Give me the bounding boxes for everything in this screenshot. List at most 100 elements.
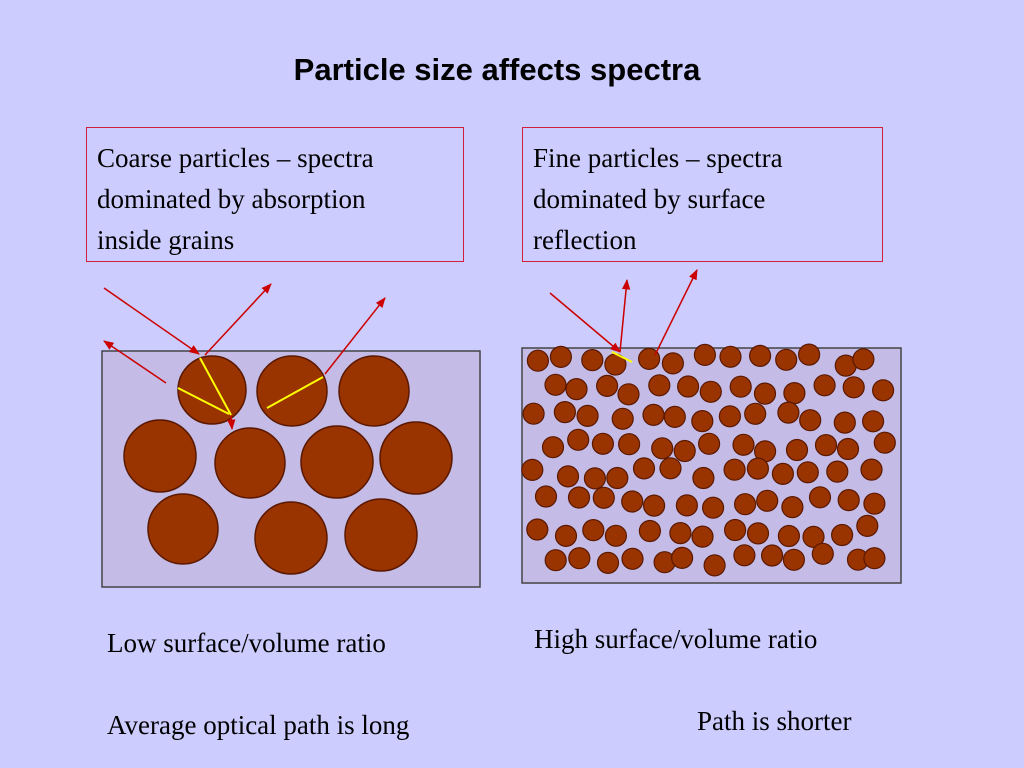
particle	[604, 524, 628, 547]
particle	[797, 343, 821, 366]
particle	[637, 347, 661, 370]
particle	[617, 383, 640, 406]
particle	[860, 458, 883, 481]
particle	[701, 496, 725, 519]
particle	[556, 465, 580, 488]
particle	[651, 437, 674, 460]
particle	[802, 525, 825, 549]
particle	[826, 460, 849, 483]
particle	[871, 379, 895, 402]
particle	[863, 492, 886, 515]
particle	[673, 439, 696, 463]
caption-line: inside grains	[97, 225, 235, 255]
particle	[611, 407, 634, 430]
particle	[719, 345, 742, 368]
particle	[642, 403, 665, 426]
particle	[659, 457, 682, 480]
particle	[861, 410, 885, 433]
caption-line: dominated by surface	[533, 184, 766, 214]
particle	[591, 432, 615, 455]
particle	[676, 375, 700, 398]
particle	[638, 519, 662, 543]
caption-line: Fine particles – spectra	[533, 143, 783, 173]
particle	[771, 462, 795, 485]
particle	[808, 486, 832, 509]
particle	[661, 352, 685, 375]
ratio-label: Low surface/volume ratio	[107, 628, 386, 658]
caption-line: dominated by absorption	[97, 184, 366, 214]
particle	[783, 382, 806, 405]
particle	[723, 518, 747, 542]
particle	[583, 467, 607, 490]
particle	[691, 525, 714, 548]
particle	[732, 433, 755, 456]
particle	[856, 514, 879, 538]
particle	[565, 378, 588, 401]
light-rays	[103, 269, 698, 431]
particle	[606, 466, 629, 490]
particle	[699, 380, 722, 403]
particle	[693, 343, 717, 366]
particle	[718, 405, 742, 428]
particle	[782, 548, 806, 571]
particle	[799, 409, 822, 432]
particle	[796, 461, 819, 484]
particle	[581, 349, 604, 372]
particle	[544, 373, 567, 396]
particle	[592, 486, 615, 509]
particle	[526, 349, 550, 372]
particle	[836, 437, 860, 461]
particle	[781, 496, 804, 519]
particle	[554, 524, 578, 548]
particle	[723, 458, 746, 481]
coarse-particles	[123, 355, 453, 575]
particle	[669, 521, 692, 545]
particle	[830, 523, 854, 547]
particle	[544, 549, 567, 572]
particle	[746, 457, 770, 480]
particle	[873, 431, 896, 454]
particle	[785, 438, 809, 462]
particle	[576, 404, 599, 427]
particle	[753, 382, 777, 405]
caption-box: Fine particles – spectra dominated by su…	[522, 127, 883, 262]
particle	[775, 348, 798, 371]
particle	[733, 544, 756, 567]
ratio-label: High surface/volume ratio	[534, 624, 818, 654]
particle	[521, 458, 544, 481]
particle	[842, 376, 865, 399]
particle	[777, 401, 800, 424]
particle	[526, 518, 549, 541]
path-label: Average optical path is long	[107, 710, 410, 740]
particle	[813, 374, 836, 397]
particle	[760, 544, 784, 567]
particle	[567, 486, 591, 509]
particle	[663, 405, 686, 428]
particle	[692, 466, 715, 490]
particle	[617, 433, 641, 456]
particle	[756, 489, 779, 512]
fine-particles	[521, 343, 896, 577]
particle	[863, 547, 886, 570]
particle	[697, 432, 721, 455]
particle	[670, 546, 694, 570]
caption-line: Coarse particles – spectra	[97, 143, 374, 173]
particle	[541, 436, 565, 459]
particle	[568, 547, 591, 570]
particle	[744, 402, 767, 425]
particle	[814, 434, 838, 457]
particle	[596, 551, 620, 575]
particle	[621, 547, 644, 570]
particle	[632, 457, 656, 480]
particle	[522, 402, 545, 425]
particle	[549, 345, 573, 368]
particle	[691, 410, 714, 433]
particle	[553, 401, 577, 424]
particle	[675, 494, 699, 517]
caption-line: reflection	[533, 225, 637, 255]
particle	[567, 428, 590, 451]
particle	[648, 374, 671, 397]
particle	[748, 344, 772, 367]
particle	[837, 489, 860, 512]
